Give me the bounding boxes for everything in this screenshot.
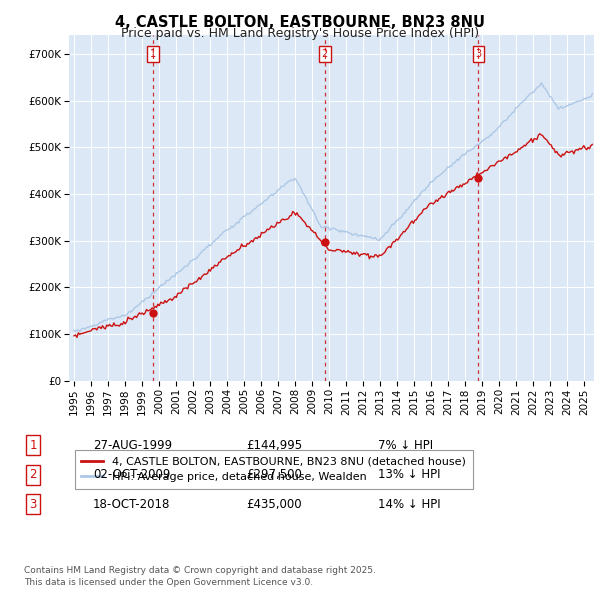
Legend: 4, CASTLE BOLTON, EASTBOURNE, BN23 8NU (detached house), HPI: Average price, det: 4, CASTLE BOLTON, EASTBOURNE, BN23 8NU (…	[74, 450, 473, 489]
Text: 2: 2	[29, 468, 37, 481]
Text: Price paid vs. HM Land Registry's House Price Index (HPI): Price paid vs. HM Land Registry's House …	[121, 27, 479, 40]
Text: 18-OCT-2018: 18-OCT-2018	[93, 498, 170, 511]
Text: 3: 3	[475, 49, 482, 59]
Text: £435,000: £435,000	[246, 498, 302, 511]
Text: 02-OCT-2009: 02-OCT-2009	[93, 468, 170, 481]
Text: 27-AUG-1999: 27-AUG-1999	[93, 439, 172, 452]
Text: £144,995: £144,995	[246, 439, 302, 452]
Text: 4, CASTLE BOLTON, EASTBOURNE, BN23 8NU: 4, CASTLE BOLTON, EASTBOURNE, BN23 8NU	[115, 15, 485, 30]
Text: 14% ↓ HPI: 14% ↓ HPI	[378, 498, 440, 511]
Text: 1: 1	[150, 49, 156, 59]
Text: Contains HM Land Registry data © Crown copyright and database right 2025.
This d: Contains HM Land Registry data © Crown c…	[24, 566, 376, 587]
Text: 1: 1	[29, 439, 37, 452]
Text: 2: 2	[322, 49, 328, 59]
Text: 13% ↓ HPI: 13% ↓ HPI	[378, 468, 440, 481]
Text: 7% ↓ HPI: 7% ↓ HPI	[378, 439, 433, 452]
Text: 3: 3	[29, 498, 37, 511]
Text: £297,500: £297,500	[246, 468, 302, 481]
